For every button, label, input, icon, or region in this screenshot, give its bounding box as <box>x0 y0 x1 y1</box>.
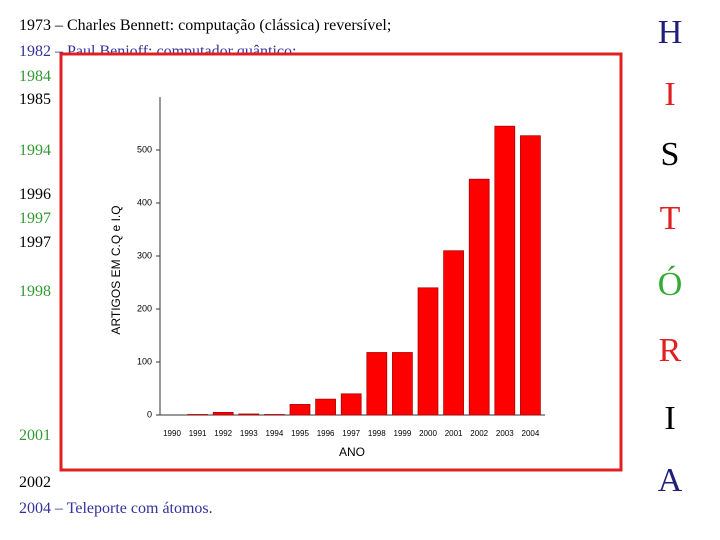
timeline-line: 1997 <box>19 234 51 251</box>
timeline-line: 1996 <box>19 186 51 203</box>
bar <box>520 135 541 416</box>
y-tick-label: 200 <box>137 303 152 313</box>
x-tick-label: 1990 <box>163 429 181 438</box>
x-tick-label: 1993 <box>240 429 258 438</box>
side-letter: S <box>660 136 680 173</box>
y-tick-label: 0 <box>147 409 152 419</box>
timeline-line: 1985 <box>19 91 51 108</box>
timeline-line: 1997 <box>19 210 51 227</box>
bar <box>264 414 285 416</box>
bar <box>212 412 234 416</box>
timeline-line: 1984 <box>19 68 51 85</box>
y-tick-label: 500 <box>137 144 152 154</box>
y-tick-label: 300 <box>137 250 152 260</box>
x-tick-label: 1994 <box>266 429 284 438</box>
bar <box>494 125 516 416</box>
x-tick-label: 1996 <box>317 429 335 438</box>
bar <box>417 287 439 416</box>
x-tick-label: 1991 <box>189 429 207 438</box>
timeline-line: 1998 <box>19 283 51 300</box>
side-letter: I <box>664 400 676 437</box>
y-tick-label: 400 <box>137 197 152 207</box>
x-tick-label: 2001 <box>445 429 463 438</box>
side-letter: H <box>657 14 683 51</box>
bar <box>443 250 464 416</box>
side-letter: T <box>659 200 681 237</box>
bar <box>238 413 260 416</box>
bar <box>366 352 388 416</box>
bar <box>392 352 413 416</box>
bar <box>289 404 311 416</box>
bar <box>340 393 362 416</box>
x-tick-label: 2004 <box>522 429 540 438</box>
x-tick-label: 2002 <box>470 429 488 438</box>
side-letter: R <box>658 332 682 369</box>
side-letter: I <box>664 76 676 113</box>
bar <box>187 414 208 416</box>
x-tick-label: 1999 <box>394 429 412 438</box>
y-axis-label: ARTIGOS EM C.Q e I.Q <box>109 205 123 334</box>
x-tick-label: 2000 <box>419 429 437 438</box>
bar <box>315 398 336 416</box>
x-tick-label: 1995 <box>291 429 309 438</box>
timeline-line: 2001 <box>19 427 51 444</box>
timeline-line: 2002 <box>19 474 51 491</box>
bar <box>468 178 490 416</box>
x-tick-label: 1997 <box>342 429 360 438</box>
x-axis-label: ANO <box>339 445 365 459</box>
x-tick-label: 1998 <box>368 429 386 438</box>
timeline-line: 1994 <box>19 142 51 159</box>
timeline-line: 2004 – Teleporte com átomos. <box>19 500 213 517</box>
side-letter: Ó <box>657 266 683 303</box>
x-tick-label: 1992 <box>214 429 232 438</box>
side-letter: A <box>657 462 683 499</box>
x-tick-label: 2003 <box>496 429 514 438</box>
timeline-line: 1973 – Charles Bennett: computação (clás… <box>19 17 392 34</box>
y-tick-label: 100 <box>137 356 152 366</box>
